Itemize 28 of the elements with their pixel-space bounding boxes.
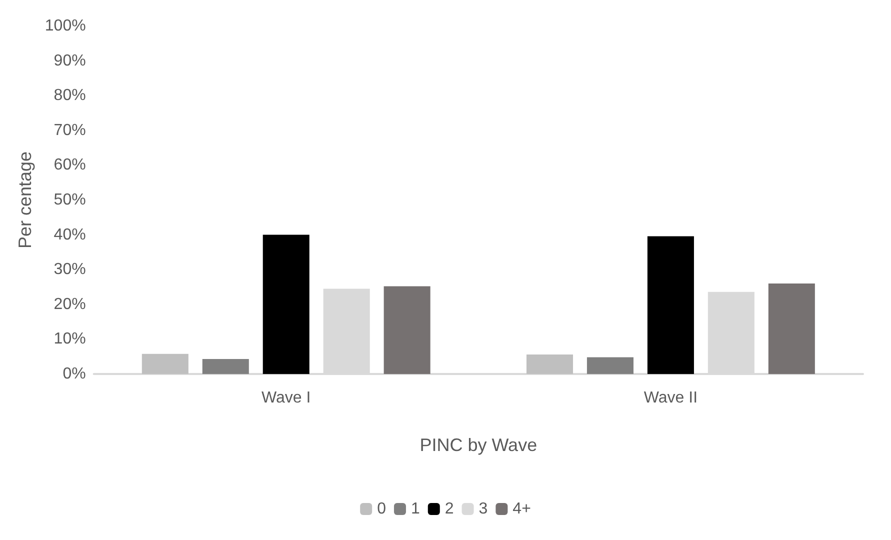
- bar: [262, 234, 310, 374]
- y-tick-label: 10%: [54, 330, 86, 348]
- y-tick-label: 80%: [54, 87, 86, 104]
- bar: [768, 284, 815, 374]
- y-tick-label: 0%: [62, 366, 86, 382]
- bar: [142, 354, 188, 374]
- legend-label: 0: [377, 500, 386, 518]
- y-tick-label: 20%: [54, 296, 86, 313]
- bar: [202, 359, 249, 374]
- bar: [647, 236, 694, 374]
- legend-label: 1: [410, 500, 420, 518]
- legend-label: 4+: [512, 500, 531, 518]
- bar: [526, 354, 574, 374]
- y-tick-label: 90%: [54, 52, 86, 70]
- legend-label: 3: [478, 500, 488, 518]
- bar: [384, 286, 430, 374]
- y-tick-label: 40%: [54, 226, 86, 244]
- x-tick-label: Wave II: [644, 390, 698, 406]
- y-axis-title: Per centage: [15, 151, 35, 249]
- y-tick-label: 70%: [54, 122, 86, 139]
- y-tick-label: 60%: [54, 156, 86, 174]
- y-tick-label: 100%: [44, 18, 86, 34]
- bar: [586, 357, 634, 374]
- y-tick-label: 30%: [54, 261, 86, 278]
- x-axis-title: PINC by Wave: [420, 435, 538, 455]
- legend-label: 2: [444, 500, 454, 518]
- x-tick-label: Wave I: [262, 390, 311, 406]
- y-tick-label: 50%: [54, 192, 86, 208]
